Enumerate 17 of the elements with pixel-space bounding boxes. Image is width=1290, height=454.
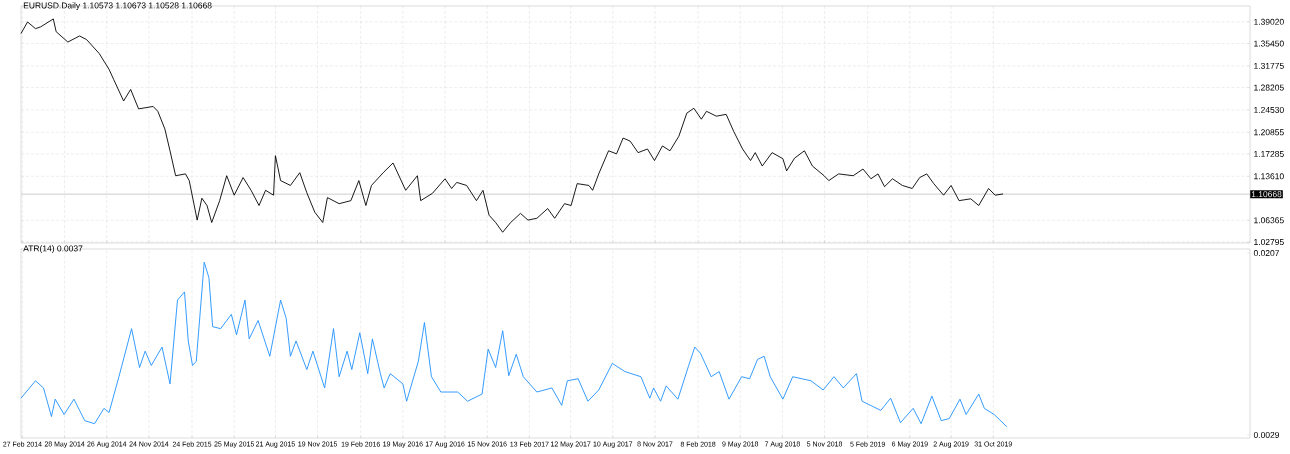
y-tick-label: 1.13610: [1254, 173, 1284, 180]
chart-title: EURUSD.Daily 1.10573 1.10673 1.10528 1.10668: [23, 2, 212, 11]
y-tick-label: 1.02795: [1254, 239, 1284, 245]
chart-title: ATR(14) 0.0037: [23, 245, 83, 254]
y-tick-label: 1.17285: [1254, 150, 1284, 157]
ref-line-label: 1.10668: [1251, 191, 1282, 198]
line-series: [20, 261, 1008, 428]
y-tick-label: 1.24530: [1254, 106, 1284, 113]
line-series: [20, 18, 1004, 233]
y-tick-label: 0.0207: [1253, 250, 1280, 257]
y-tick-label: 1.28205: [1254, 84, 1284, 91]
y-tick-label: 0.0029: [1253, 431, 1280, 438]
y-tick-label: 1.06365: [1254, 217, 1284, 224]
y-tick-label: 1.31775: [1254, 62, 1284, 69]
y-tick-label: 1.39020: [1254, 18, 1284, 25]
y-tick-label: 1.35450: [1254, 40, 1284, 47]
y-tick-label: 1.20855: [1254, 129, 1284, 136]
